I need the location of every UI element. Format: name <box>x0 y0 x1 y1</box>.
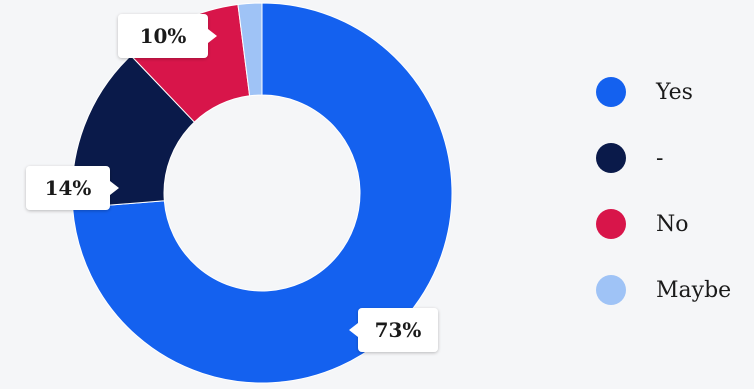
legend-marker-yes <box>596 77 626 107</box>
legend-marker-no <box>596 209 626 239</box>
legend-item-no[interactable]: No <box>596 202 752 246</box>
legend-item-yes[interactable]: Yes <box>596 70 752 114</box>
data-label-text-dash: 14% <box>45 176 92 200</box>
data-label-no: 10% <box>118 14 217 58</box>
data-label-text-no: 10% <box>140 24 187 48</box>
legend-marker-dash <box>596 143 626 173</box>
data-label-dash: 14% <box>26 166 119 210</box>
legend-label-maybe: Maybe <box>656 277 732 303</box>
legend-marker-maybe <box>596 275 626 305</box>
chart-legend: Yes - No Maybe <box>596 70 752 334</box>
data-label-yes: 73% <box>349 308 438 352</box>
legend-label-no: No <box>656 211 689 237</box>
data-label-text-yes: 73% <box>375 318 422 342</box>
donut-chart: 73% 14% 10% <box>26 2 453 384</box>
legend-item-maybe[interactable]: Maybe <box>596 268 752 312</box>
legend-label-yes: Yes <box>656 79 693 105</box>
legend-item-dash[interactable]: - <box>596 136 752 180</box>
donut-slice-yes[interactable] <box>72 2 453 384</box>
legend-label-dash: - <box>656 145 664 171</box>
donut-slice-maybe[interactable] <box>237 2 263 97</box>
